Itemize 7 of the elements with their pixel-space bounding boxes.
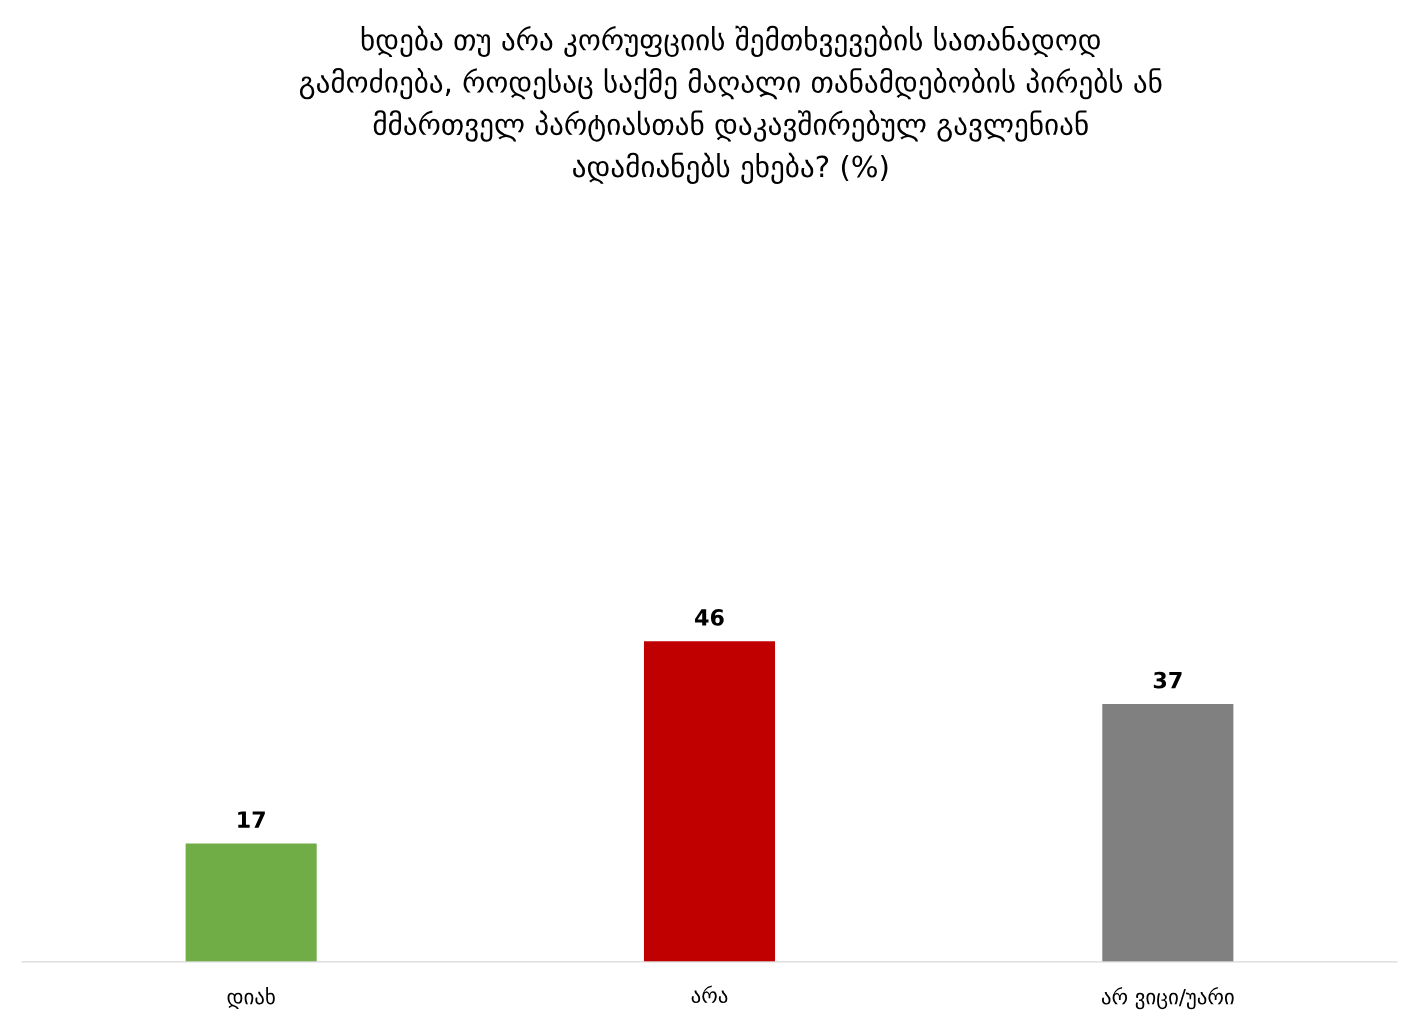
data-label: 46 [695, 609, 724, 626]
x-tick-label: არ ვიცი/უარი [1101, 986, 1234, 1010]
data-label: 37 [1153, 671, 1182, 689]
x-tick-label: დიახ [227, 986, 275, 1009]
chart-title: ხდება თუ არა კორუფციის შემთხვევების სათანადოდ გამოძიება, როდესაც საქმე მაღალი თანამდებობის პირებს ან მმართველ პარტიასთან დაკავშირებულ გავლენიან ადამიანებს ეხება? (%) [299, 25, 1162, 184]
x-tick-label: არა [691, 985, 728, 1004]
data-label: 17 [238, 811, 265, 828]
